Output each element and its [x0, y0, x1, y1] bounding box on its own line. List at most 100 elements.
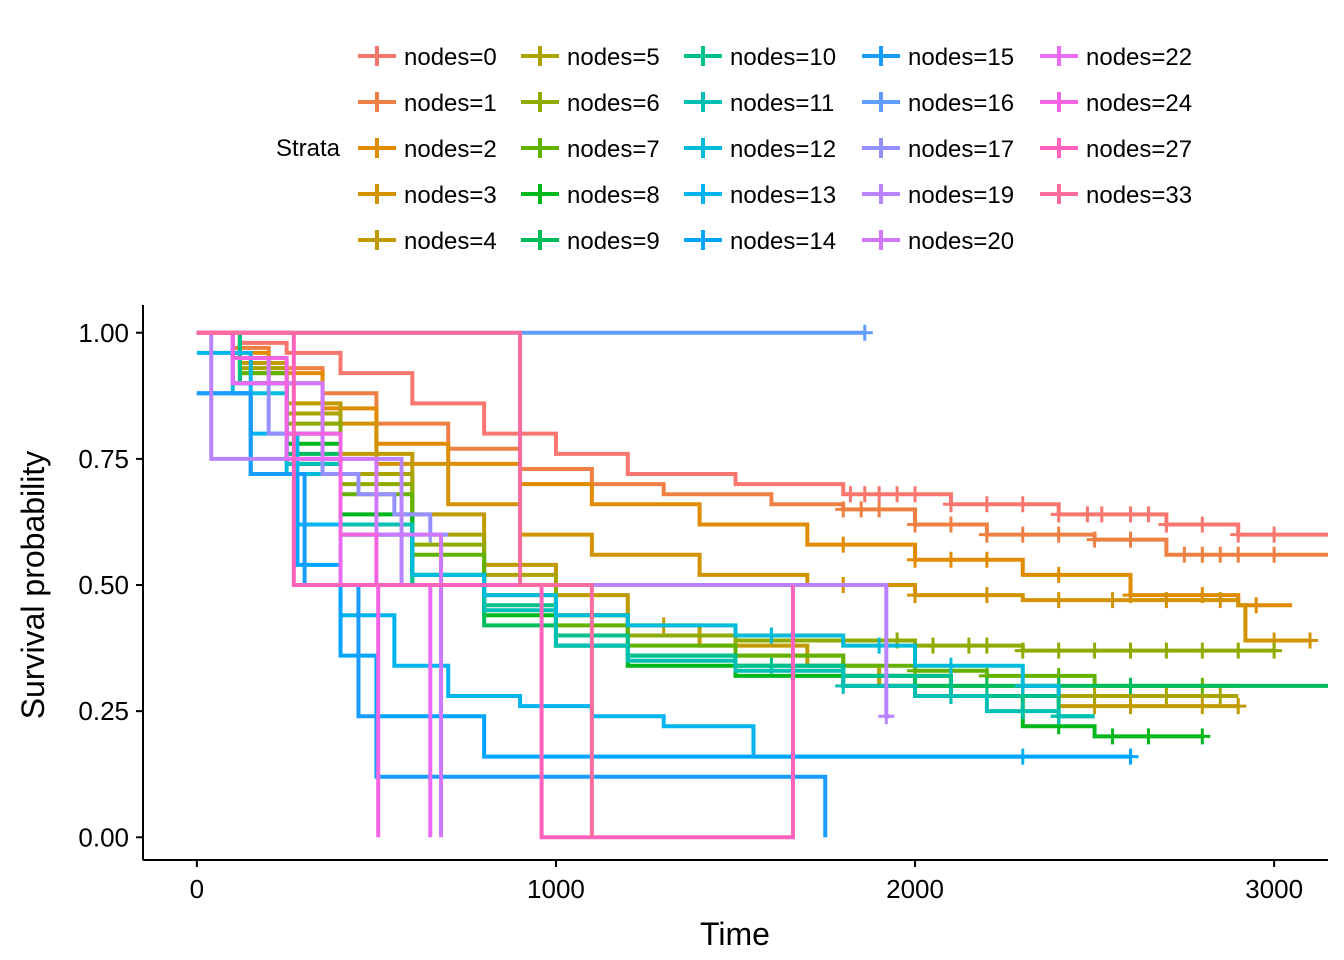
censor-mark — [878, 708, 895, 725]
censor-mark — [1230, 526, 1247, 543]
censor-mark — [1140, 728, 1157, 745]
censor-mark — [1212, 546, 1229, 563]
legend-key — [521, 92, 559, 112]
legend-label: nodes=16 — [908, 90, 1014, 117]
series-nodes-0 — [196, 330, 1328, 543]
series-nodes-33 — [196, 330, 594, 838]
censor-mark — [942, 516, 959, 533]
legend-item: nodes=10 — [684, 44, 836, 71]
legend-key — [684, 138, 722, 158]
censor-mark — [1122, 698, 1139, 715]
legend-item: nodes=8 — [521, 182, 660, 209]
legend-key — [862, 184, 900, 204]
censor-mark — [1050, 506, 1067, 523]
censor-mark — [960, 637, 977, 654]
legend-item: nodes=3 — [358, 182, 497, 209]
legend-key — [521, 230, 559, 250]
censor-mark — [1158, 592, 1175, 609]
legend-label: nodes=27 — [1086, 136, 1192, 163]
legend-label: nodes=33 — [1086, 182, 1192, 209]
legend-label: nodes=10 — [730, 44, 836, 71]
legend-label: nodes=24 — [1086, 90, 1192, 117]
legend-key — [358, 138, 396, 158]
legend-label: nodes=5 — [567, 44, 660, 71]
censor-mark — [1014, 642, 1031, 659]
censor-mark — [907, 551, 924, 568]
legend-item: nodes=12 — [684, 136, 836, 163]
axes: 0.00 0.25 0.50 0.75 1.00 0 1000 2000 3000 — [78, 305, 1328, 904]
censor-mark — [1230, 698, 1247, 715]
censor-mark — [1122, 677, 1139, 694]
legend-label: nodes=4 — [404, 228, 497, 255]
series-line — [196, 330, 1328, 688]
legend-item: nodes=33 — [1040, 182, 1192, 209]
censor-mark — [1194, 516, 1211, 533]
censor-mark — [1122, 506, 1139, 523]
censor-mark — [1122, 531, 1139, 548]
censor-mark — [1014, 677, 1031, 694]
legend-label: nodes=17 — [908, 136, 1014, 163]
legend-item: nodes=1 — [358, 90, 497, 117]
legend-label: nodes=20 — [908, 228, 1014, 255]
y-axis-title: Survival probability — [15, 451, 51, 720]
censor-mark — [1086, 531, 1103, 548]
legend-item: nodes=24 — [1040, 90, 1192, 117]
legend-key — [684, 92, 722, 112]
legend-key — [684, 46, 722, 66]
censor-mark — [871, 486, 888, 503]
censor-mark — [1194, 642, 1211, 659]
legend-key — [684, 230, 722, 250]
censor-mark — [1230, 642, 1247, 659]
legend-label: nodes=0 — [404, 44, 497, 71]
legend-label: nodes=9 — [567, 228, 660, 255]
censor-mark — [1122, 748, 1139, 765]
censor-mark — [942, 551, 959, 568]
censor-mark — [835, 536, 852, 553]
censor-mark — [978, 587, 995, 604]
series-nodes-27 — [196, 330, 795, 840]
censor-mark — [978, 496, 995, 513]
legend-key — [862, 92, 900, 112]
legend-key — [1040, 46, 1078, 66]
legend-label: nodes=2 — [404, 136, 497, 163]
legend-key — [1040, 138, 1078, 158]
censor-mark — [763, 627, 780, 644]
censor-mark — [942, 496, 959, 513]
x-tick-label: 2000 — [886, 874, 944, 904]
legend-key — [358, 184, 396, 204]
legend-key — [358, 46, 396, 66]
legend-label: nodes=8 — [567, 182, 660, 209]
censor-mark — [1266, 546, 1283, 563]
censor-mark — [853, 501, 870, 518]
censor-mark — [1158, 688, 1175, 705]
censor-mark — [1266, 642, 1283, 659]
series-nodes-5 — [196, 330, 1239, 705]
censor-mark — [1212, 592, 1229, 609]
legend-label: nodes=6 — [567, 90, 660, 117]
legend-label: nodes=22 — [1086, 44, 1192, 71]
legend-item: nodes=7 — [521, 136, 660, 163]
legend: Strata nodes=0 nodes=1 nodes=2 nodes=3 nodes=… — [276, 44, 1192, 255]
censor-mark — [1014, 526, 1031, 543]
legend-key — [521, 46, 559, 66]
legend-key — [862, 230, 900, 250]
legend-item: nodes=9 — [521, 228, 660, 255]
censor-mark — [1050, 592, 1067, 609]
legend-item: nodes=0 — [358, 44, 497, 71]
legend-key — [358, 230, 396, 250]
censor-mark — [1194, 728, 1211, 745]
legend-key — [1040, 92, 1078, 112]
legend-title: Strata — [276, 135, 341, 162]
legend-key — [1040, 184, 1078, 204]
censor-mark — [1086, 642, 1103, 659]
legend-key — [862, 46, 900, 66]
series-nodes-14 — [196, 391, 1139, 765]
plot-area — [196, 324, 1328, 840]
censor-mark — [1014, 703, 1031, 720]
series-line — [196, 330, 795, 840]
series-nodes-19 — [196, 330, 895, 725]
legend-item: nodes=13 — [684, 182, 836, 209]
censor-mark — [978, 551, 995, 568]
censor-mark — [835, 677, 852, 694]
censor-mark — [1194, 546, 1211, 563]
